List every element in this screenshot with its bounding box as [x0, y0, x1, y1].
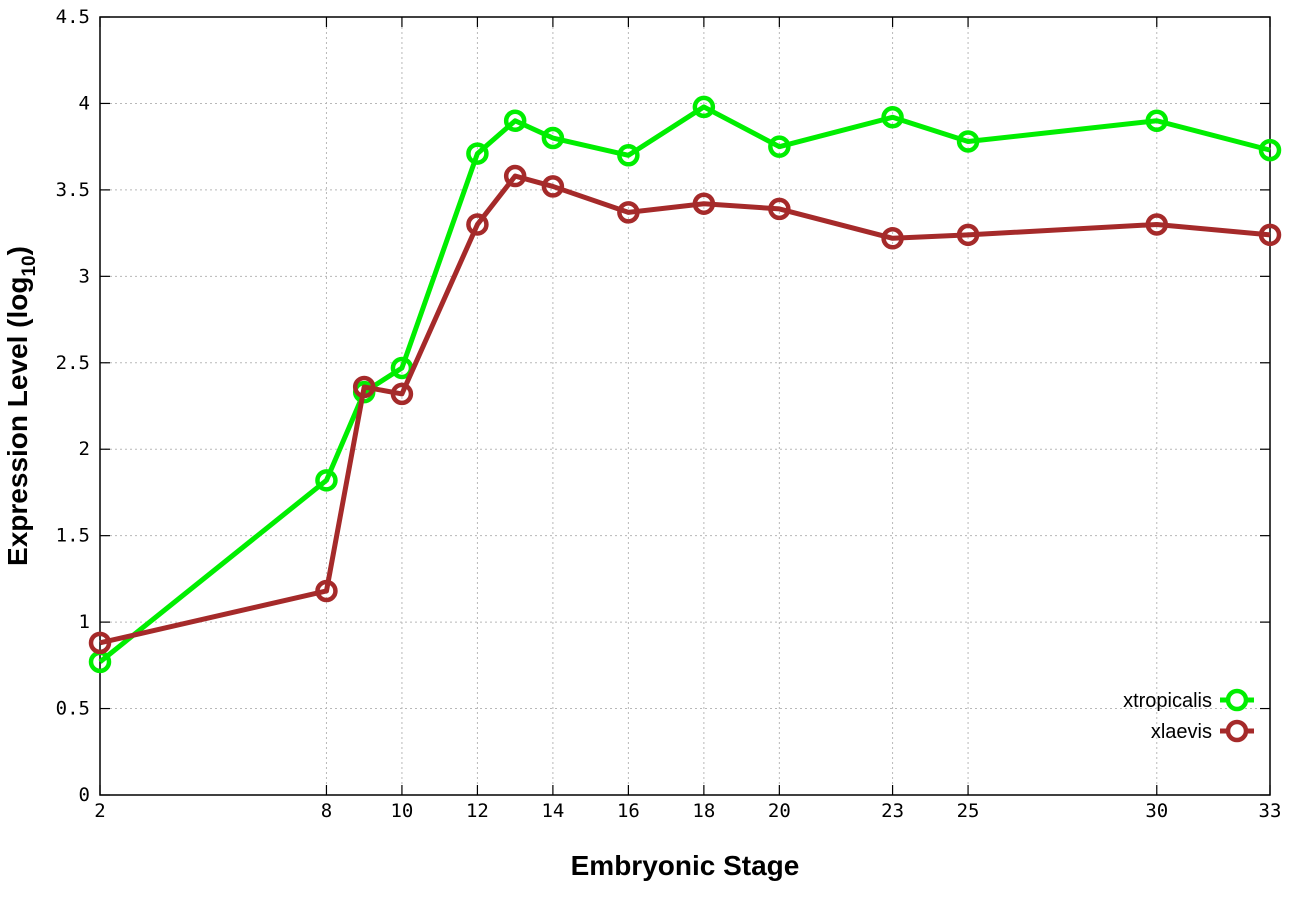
x-tick-label: 10	[390, 800, 413, 822]
x-tick-label: 2	[94, 800, 105, 822]
series-xlaevis	[88, 164, 1282, 655]
data-point	[768, 197, 791, 221]
x-tick-label: 14	[541, 800, 564, 822]
data-point	[692, 95, 716, 119]
y-tick-label: 4	[79, 92, 90, 114]
data-point	[88, 631, 112, 655]
grid-lines	[100, 17, 1270, 795]
y-tick-label: 1	[79, 611, 90, 633]
y-tick-label: 1.5	[56, 525, 90, 547]
data-point	[881, 227, 904, 250]
data-point	[503, 109, 527, 132]
y-tick-label: 2.5	[56, 352, 90, 374]
data-point	[881, 106, 904, 129]
data-point	[352, 375, 376, 399]
plot-frame	[99, 16, 1271, 796]
data-point	[503, 164, 527, 188]
axis-ticks: 0 0.5 1 1.5 2 2.5 3 3.5 4 4.5 2 8 10 12 14 16 18 20 23 25 30…	[56, 6, 1282, 822]
legend: xtropicalis xlaevis	[1123, 688, 1254, 743]
x-tick-label: 12	[466, 800, 489, 822]
x-tick-label: 25	[957, 800, 980, 822]
x-tick-label: 8	[321, 800, 332, 822]
data-point	[1145, 109, 1169, 132]
y-axis-title-subscript: 10	[19, 255, 40, 276]
data-point	[1258, 223, 1282, 247]
data-point	[390, 382, 414, 406]
data-point	[1258, 138, 1282, 162]
data-point	[315, 469, 338, 492]
data-point	[617, 144, 640, 167]
legend-label: xtropicalis	[1123, 690, 1212, 712]
data-point	[466, 142, 489, 165]
x-axis-title: Embryonic Stage	[571, 850, 800, 881]
y-tick-label: 2	[79, 438, 90, 460]
y-tick-label: 4.5	[56, 6, 90, 28]
data-point	[956, 130, 980, 153]
y-axis-title-main: Expression Level (log	[2, 277, 33, 566]
data-point	[466, 213, 489, 236]
y-tick-label: 0	[79, 784, 90, 806]
legend-swatch-marker	[1225, 688, 1249, 712]
data-point	[1145, 213, 1169, 236]
x-tick-label: 30	[1145, 800, 1168, 822]
data-point	[541, 126, 565, 150]
y-tick-label: 3.5	[56, 179, 90, 201]
data-point	[692, 192, 716, 215]
y-tick-label: 3	[79, 265, 90, 287]
y-axis-title-close: )	[2, 246, 33, 255]
x-tick-label: 20	[768, 800, 791, 822]
data-point	[617, 201, 640, 224]
x-tick-label: 18	[692, 800, 715, 822]
data-point	[768, 135, 791, 158]
y-axis-title: Expression Level (log10)	[2, 246, 40, 566]
data-point	[956, 223, 980, 247]
x-tick-label: 23	[881, 800, 904, 822]
data-point	[541, 175, 565, 198]
x-tick-label: 33	[1259, 800, 1282, 822]
y-tick-label: 0.5	[56, 698, 90, 720]
series-layer	[88, 95, 1282, 674]
data-point	[315, 579, 338, 603]
legend-swatch-marker	[1225, 719, 1249, 743]
series-line	[99, 173, 1271, 646]
legend-label: xlaevis	[1151, 721, 1212, 743]
x-tick-label: 16	[617, 800, 640, 822]
